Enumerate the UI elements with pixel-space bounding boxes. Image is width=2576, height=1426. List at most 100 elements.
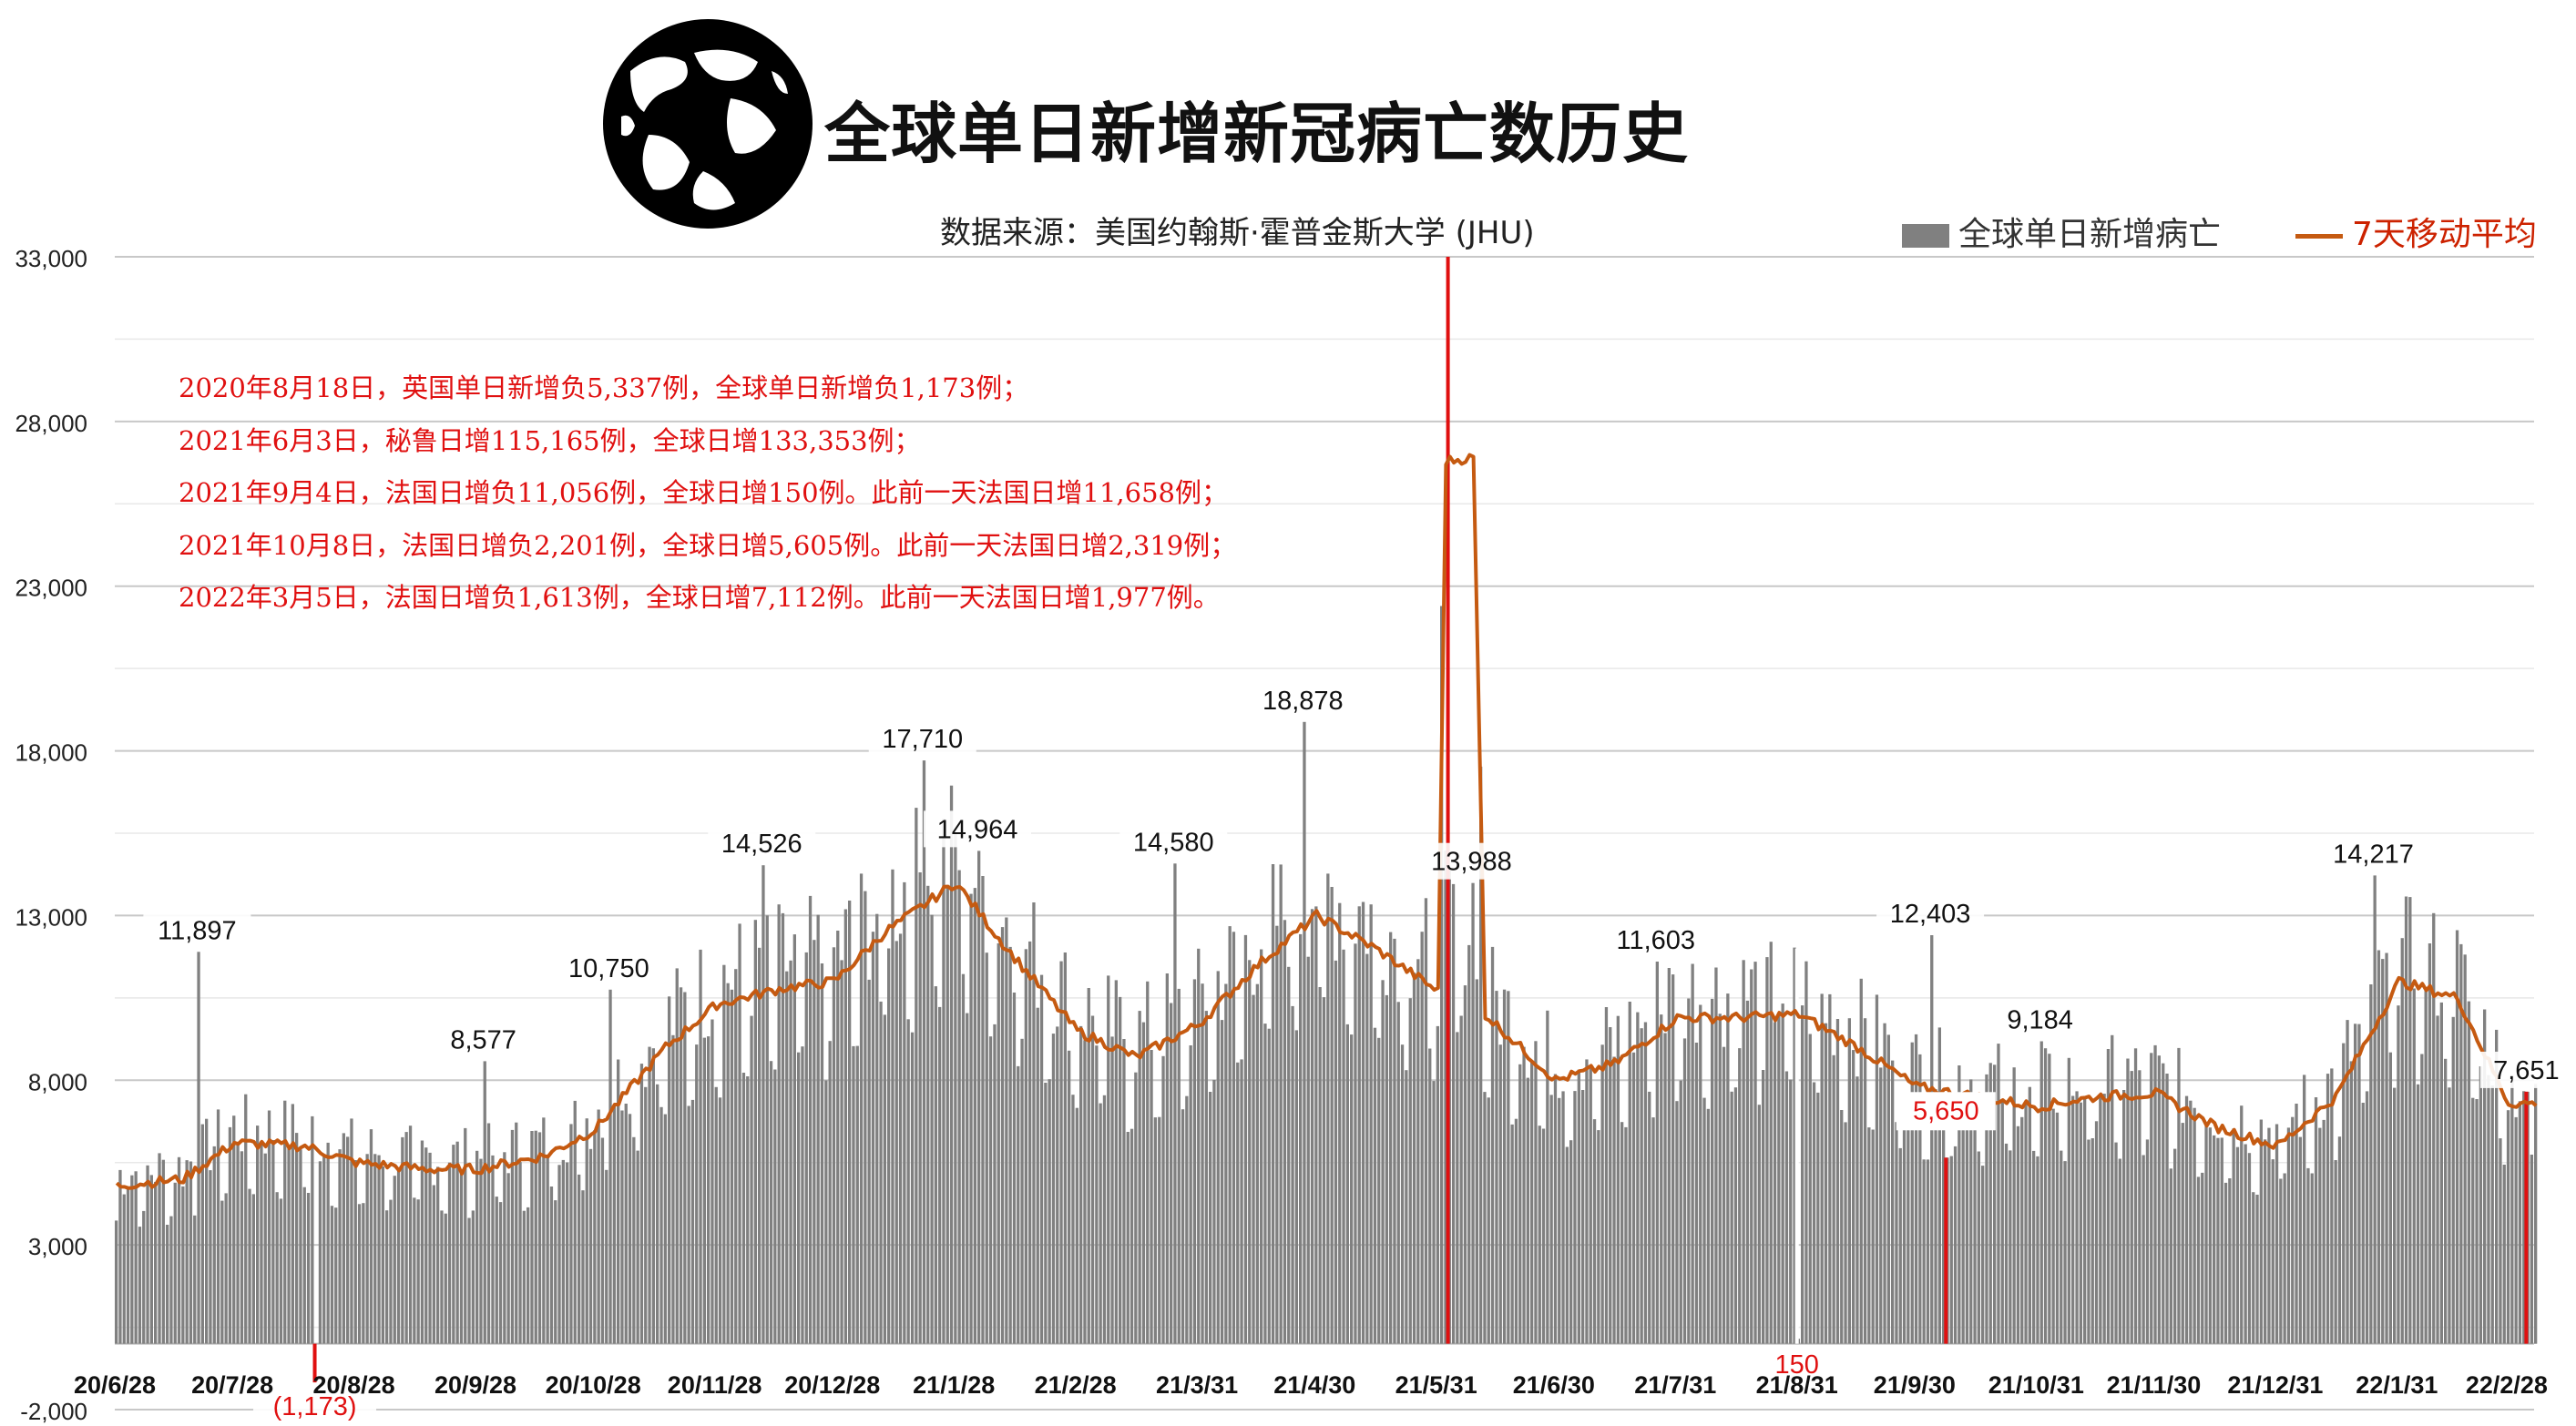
- daily-bar: [824, 1080, 828, 1344]
- daily-bar: [2369, 984, 2373, 1344]
- daily-bar: [158, 1153, 161, 1344]
- daily-bar: [353, 1160, 357, 1344]
- daily-bar: [1467, 944, 1471, 1344]
- daily-bar: [236, 1143, 240, 1344]
- daily-bar: [750, 1015, 753, 1344]
- daily-bar: [2145, 1139, 2150, 1344]
- daily-bar: [1993, 1064, 1997, 1344]
- daily-bar: [126, 1187, 130, 1344]
- daily-bar: [248, 1188, 251, 1344]
- daily-bar: [961, 973, 966, 1344]
- daily-bar: [1134, 1072, 1138, 1344]
- daily-bar: [1408, 998, 1412, 1344]
- daily-bar: [2032, 1150, 2036, 1344]
- note-5: 2022年3月5日，法国日增负1,613例，全球日增7,112例。此前一天法国日…: [179, 582, 1220, 613]
- daily-bar: [1852, 1050, 1855, 1344]
- daily-bar: [2412, 988, 2416, 1344]
- data-labels: 11,897 (1,173) 8,577 10,750 14,526 17,710 14,9…: [143, 681, 2572, 1425]
- daily-bar: [1769, 942, 1773, 1344]
- daily-bar: [2286, 1127, 2291, 1344]
- daily-bar: [1895, 1122, 1898, 1344]
- y-tick-label: -2,000: [20, 1398, 87, 1425]
- daily-bar: [267, 1110, 271, 1344]
- daily-bar: [1577, 1069, 1580, 1344]
- daily-bar: [620, 1110, 624, 1344]
- daily-bar: [1020, 1038, 1024, 1344]
- daily-bar: [1197, 948, 1201, 1344]
- daily-bar: [938, 1006, 942, 1344]
- daily-bar: [1263, 1024, 1267, 1344]
- daily-bar: [2506, 1110, 2510, 1344]
- legend-bar-label: 全球单日新增病亡: [1958, 216, 2222, 253]
- data-label: 11,897: [158, 916, 237, 945]
- x-tick-label: 20/12/28: [784, 1371, 880, 1399]
- daily-bar: [464, 1127, 467, 1344]
- daily-bar: [957, 870, 961, 1344]
- daily-bar: [1275, 925, 1279, 1344]
- daily-bar: [1330, 887, 1334, 1344]
- daily-bar: [365, 1154, 369, 1344]
- data-label-box: [555, 949, 663, 986]
- daily-bar: [1095, 1045, 1099, 1344]
- daily-bar: [632, 1136, 636, 1344]
- daily-bar: [797, 1052, 801, 1344]
- daily-bar: [569, 1124, 573, 1344]
- daily-bar: [385, 1210, 389, 1344]
- daily-bar: [718, 1097, 722, 1344]
- daily-bar: [2181, 1123, 2184, 1344]
- daily-bar: [585, 1118, 588, 1344]
- daily-bar: [1396, 1002, 1400, 1344]
- daily-bar: [1762, 1070, 1765, 1344]
- daily-bar: [224, 1193, 228, 1344]
- daily-bar: [2189, 1100, 2193, 1344]
- daily-bar: [2252, 1192, 2255, 1344]
- daily-bar: [1558, 1097, 1561, 1344]
- daily-bar: [2122, 1090, 2126, 1344]
- daily-bar: [1075, 1107, 1078, 1344]
- daily-bar: [2000, 1099, 2004, 1344]
- daily-bar: [1177, 988, 1181, 1344]
- daily-bar: [2196, 1176, 2201, 1344]
- daily-bar: [1585, 1059, 1589, 1344]
- daily-bar: [318, 1161, 322, 1344]
- x-tick-label: 20/7/28: [191, 1371, 273, 1399]
- daily-bar: [1835, 1019, 1840, 1344]
- x-axis-labels: 20/6/28 20/7/28 20/8/28 20/9/28 20/10/28 20/1…: [74, 1371, 2548, 1399]
- daily-bar: [1569, 1140, 1573, 1344]
- daily-bar: [2467, 1001, 2471, 1344]
- daily-bar: [287, 1148, 291, 1344]
- daily-bar: [617, 1059, 620, 1344]
- daily-bar: [232, 1115, 236, 1344]
- daily-bar: [1538, 1126, 1541, 1344]
- daily-bar: [1609, 1027, 1612, 1344]
- daily-bar: [605, 1169, 608, 1344]
- daily-bar: [683, 992, 687, 1344]
- daily-bar: [401, 1136, 404, 1344]
- daily-bar: [522, 1210, 526, 1344]
- daily-bar: [291, 1104, 294, 1344]
- chart-title: 全球单日新增新冠病亡数历史: [824, 96, 1690, 172]
- daily-bar: [648, 1046, 651, 1344]
- daily-bar: [189, 1161, 193, 1344]
- daily-bar: [2016, 1126, 2020, 1344]
- x-tick-label: 20/9/28: [434, 1371, 516, 1399]
- daily-bar: [1789, 1079, 1793, 1344]
- daily-bar: [1000, 927, 1005, 1344]
- daily-bar: [420, 1140, 424, 1344]
- data-label-box: [2479, 1051, 2572, 1088]
- daily-bar: [2051, 1108, 2055, 1344]
- daily-bar: [1412, 973, 1416, 1344]
- daily-bar: [883, 1014, 886, 1344]
- daily-bar: [2267, 1127, 2271, 1344]
- daily-bar: [1961, 1108, 1965, 1344]
- daily-bar: [146, 1165, 149, 1344]
- daily-bar: [534, 1130, 537, 1344]
- data-label-box: [868, 720, 976, 758]
- daily-bar: [2039, 1041, 2043, 1344]
- daily-bar: [1012, 993, 1017, 1344]
- daily-bar: [922, 760, 926, 1344]
- daily-bar: [2322, 1119, 2326, 1344]
- daily-bar: [2334, 1160, 2337, 1344]
- daily-bar: [1051, 1034, 1056, 1344]
- daily-bar: [2337, 1136, 2342, 1344]
